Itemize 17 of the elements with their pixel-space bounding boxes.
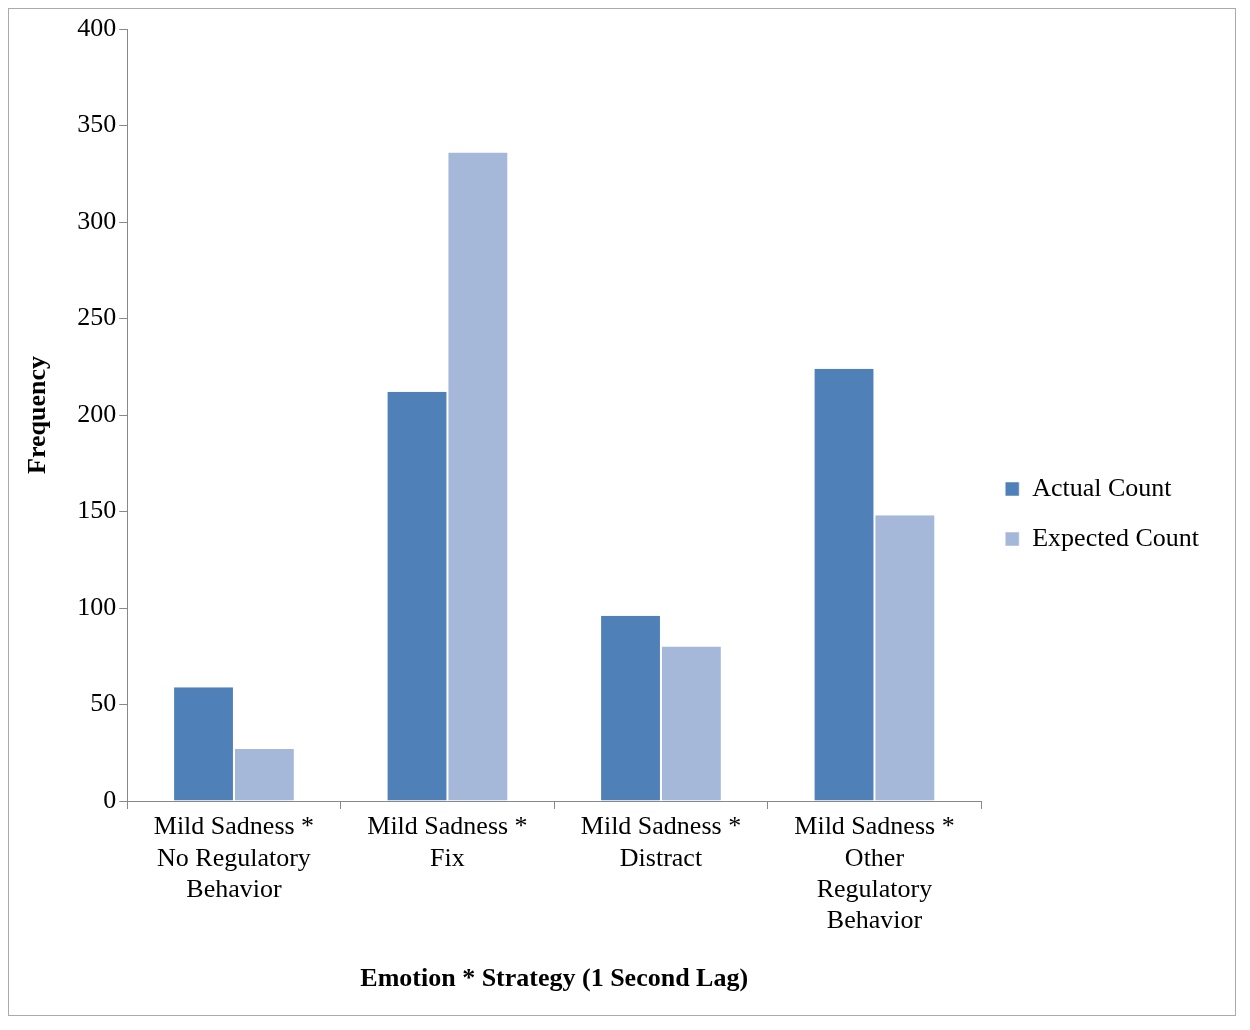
y-axis-title: Frequency	[22, 356, 52, 474]
x-tick-label: Mild Sadness * No Regulatory Behavior	[153, 811, 315, 903]
legend-label: Actual Count	[1032, 472, 1173, 502]
y-tick-label: 350	[77, 109, 117, 139]
x-axis-title: Emotion * Strategy (1 Second Lag)	[360, 963, 749, 993]
y-tick-label: 400	[77, 12, 117, 42]
y-tick-label: 150	[77, 495, 117, 525]
y-tick-label: 50	[90, 688, 117, 718]
y-tick-label: 250	[77, 302, 117, 332]
legend-label: Expected Count	[1032, 522, 1200, 552]
x-tick-label: Mild Sadness * Other Regulatory Behavior	[794, 811, 955, 935]
y-tick-label: 100	[77, 591, 117, 621]
x-tick-label: Mild Sadness * Distract	[580, 811, 742, 872]
y-tick-label: 200	[77, 398, 117, 428]
y-tick-label: 300	[77, 205, 117, 235]
y-tick-label: 0	[103, 784, 117, 814]
x-tick-label: Mild Sadness * Fix	[367, 811, 528, 872]
